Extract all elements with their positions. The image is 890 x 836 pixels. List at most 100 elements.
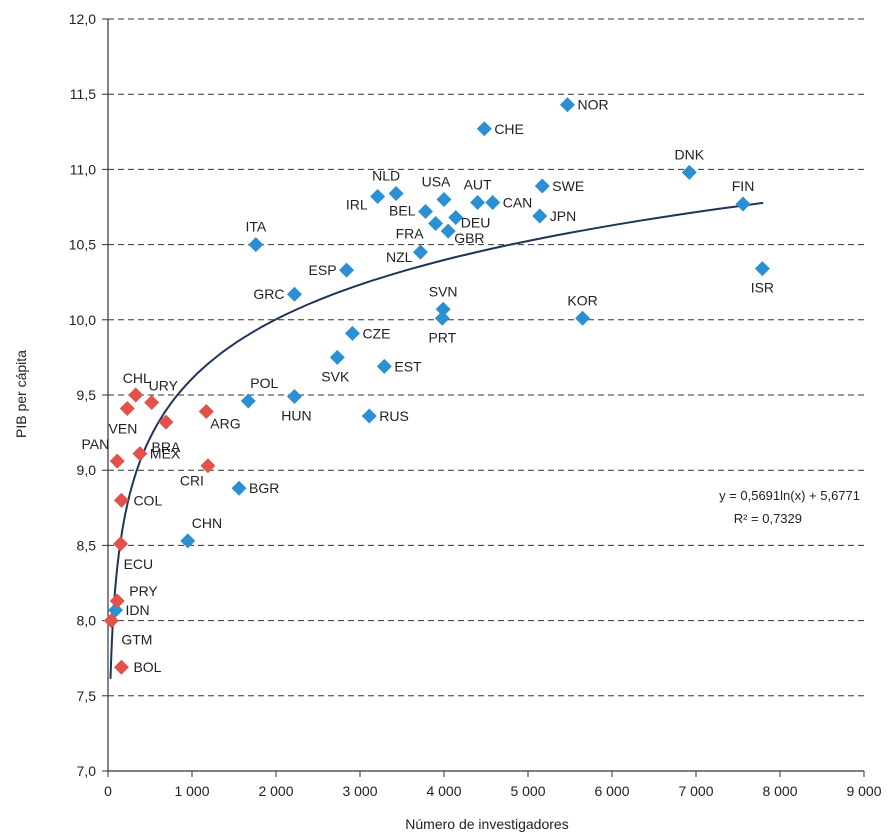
y-tick-label: 12,0 xyxy=(69,11,96,27)
y-tick-label: 11,5 xyxy=(70,86,96,102)
data-points xyxy=(103,97,770,675)
y-tick-label: 10,5 xyxy=(69,237,96,253)
point-prt xyxy=(434,310,450,326)
trendline-equation: y = 0,5691ln(x) + 5,6771 xyxy=(719,488,860,503)
y-tick-label: 10,0 xyxy=(69,312,96,328)
point-pry xyxy=(109,593,125,609)
point-label-che: CHE xyxy=(494,121,524,137)
point-hun xyxy=(286,389,302,405)
point-esp xyxy=(339,262,355,278)
point-bra xyxy=(158,414,174,430)
point-ita xyxy=(248,237,264,253)
point-label-idn: IDN xyxy=(126,602,150,618)
point-label-col: COL xyxy=(133,492,162,508)
point-label-fra: FRA xyxy=(396,226,425,242)
point-nzl xyxy=(412,244,428,260)
point-label-gtm: GTM xyxy=(121,632,152,648)
point-aut xyxy=(470,194,486,210)
point-label-esp: ESP xyxy=(309,262,337,278)
x-tick-label: 6 000 xyxy=(594,783,629,799)
point-cze xyxy=(344,325,360,341)
point-ven xyxy=(119,401,135,417)
point-svk xyxy=(329,349,345,365)
point-label-grc: GRC xyxy=(253,286,284,302)
point-label-cze: CZE xyxy=(362,325,390,341)
x-tick-label: 0 xyxy=(104,783,112,799)
y-tick-label: 9,5 xyxy=(77,387,97,403)
point-jpn xyxy=(532,208,548,224)
point-label-rus: RUS xyxy=(379,408,409,424)
point-label-ecu: ECU xyxy=(124,556,154,572)
point-label-nor: NOR xyxy=(577,97,608,113)
point-label-usa: USA xyxy=(422,173,451,189)
point-kor xyxy=(575,310,591,326)
point-label-mex: MEX xyxy=(150,446,181,462)
point-fra xyxy=(428,216,444,232)
x-tick-label: 3 000 xyxy=(342,783,377,799)
point-irl xyxy=(370,188,386,204)
point-label-hun: HUN xyxy=(281,408,311,424)
x-tick-label: 8 000 xyxy=(762,783,797,799)
point-label-aut: AUT xyxy=(464,176,492,192)
x-tick-label: 7 000 xyxy=(678,783,713,799)
point-bel xyxy=(418,204,434,220)
x-tick-label: 4 000 xyxy=(426,783,461,799)
point-label-prt: PRT xyxy=(428,329,456,345)
point-ecu xyxy=(113,536,129,552)
point-label-can: CAN xyxy=(503,194,533,210)
point-bgr xyxy=(231,480,247,496)
point-label-ven: VEN xyxy=(109,421,138,437)
point-cri xyxy=(200,458,216,474)
point-label-swe: SWE xyxy=(552,178,584,194)
point-label-irl: IRL xyxy=(346,196,368,212)
point-label-bel: BEL xyxy=(389,203,416,219)
point-isr xyxy=(754,261,770,277)
point-label-kor: KOR xyxy=(567,292,597,308)
point-label-isr: ISR xyxy=(751,280,774,296)
point-deu xyxy=(448,210,464,226)
point-arg xyxy=(198,404,214,420)
x-tick-labels: 0 1 000 2 000 3 000 4 000 5 000 6 000 7 000 8 00… xyxy=(104,783,882,799)
point-label-est: EST xyxy=(394,358,422,374)
point-usa xyxy=(436,191,452,207)
point-est xyxy=(376,358,392,374)
point-label-ita: ITA xyxy=(245,219,266,235)
y-tick-label: 7,5 xyxy=(77,688,97,704)
point-label-gbr: GBR xyxy=(454,230,484,246)
point-mex xyxy=(132,446,148,462)
point-label-bgr: BGR xyxy=(249,480,279,496)
point-label-pry: PRY xyxy=(129,583,158,599)
point-can xyxy=(485,194,501,210)
point-svn xyxy=(435,301,451,317)
point-nld xyxy=(388,185,404,201)
point-rus xyxy=(361,408,377,424)
point-label-dnk: DNK xyxy=(674,146,704,162)
point-gbr xyxy=(440,223,456,239)
point-label-pan: PAN xyxy=(81,436,109,452)
point-che xyxy=(476,121,492,137)
point-nor xyxy=(559,97,575,113)
y-tick-label: 8,5 xyxy=(77,537,97,553)
y-tick-label: 9,0 xyxy=(77,462,97,478)
gridlines xyxy=(108,18,864,697)
point-label-jpn: JPN xyxy=(550,208,576,224)
point-label-arg: ARG xyxy=(210,416,240,432)
point-label-svk: SVK xyxy=(321,368,350,384)
point-fin xyxy=(735,196,751,212)
x-axis-title: Número de investigadores xyxy=(405,816,568,832)
point-label-ury: URY xyxy=(149,378,179,394)
x-tick-label: 5 000 xyxy=(510,783,545,799)
point-label-svn: SVN xyxy=(429,283,458,299)
point-label-cri: CRI xyxy=(180,473,204,489)
point-dnk xyxy=(681,164,697,180)
y-axis-title: PIB per cápita xyxy=(13,350,29,438)
point-label-nzl: NZL xyxy=(386,249,413,265)
point-label-chl: CHL xyxy=(123,370,151,386)
point-gtm xyxy=(103,613,119,629)
point-pol xyxy=(240,393,256,409)
point-pan xyxy=(109,453,125,469)
point-chn xyxy=(180,533,196,549)
